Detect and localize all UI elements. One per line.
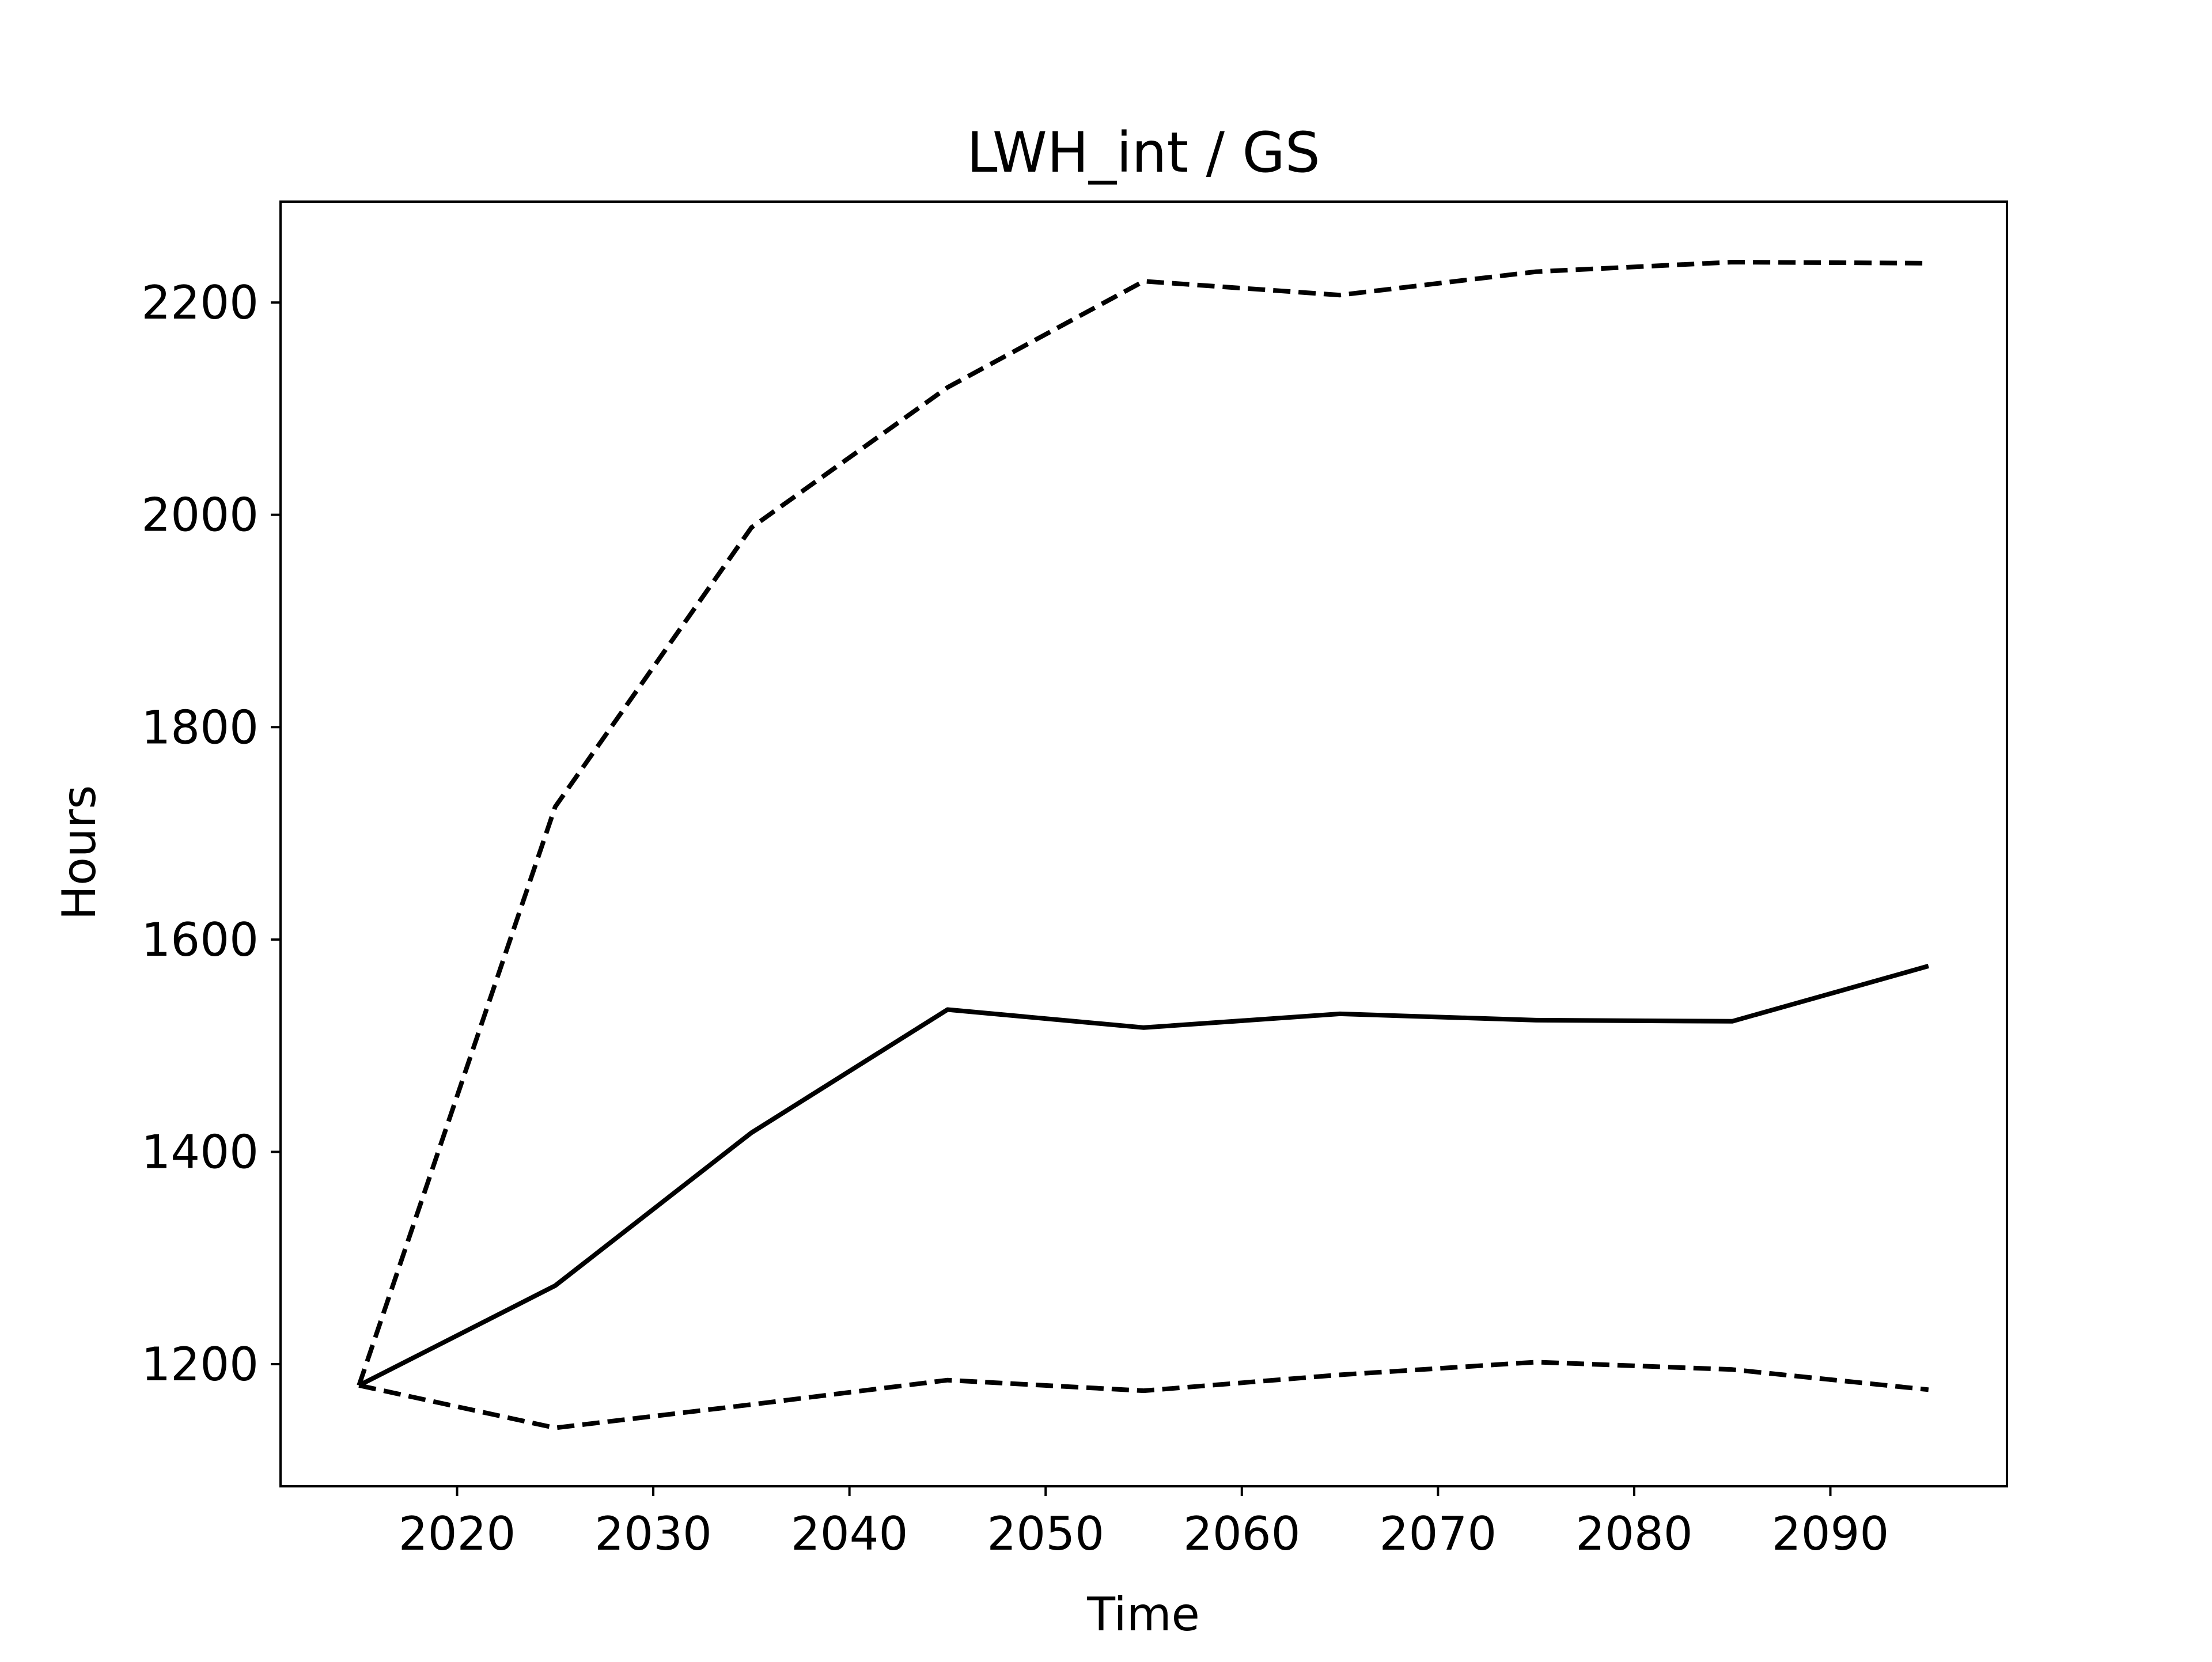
x-axis: 2020 2030 2040 2050 2060 2070 2080 2090	[399, 1486, 1889, 1561]
y-tick-label: 1200	[141, 1338, 259, 1391]
y-axis-label: Hours	[52, 785, 106, 920]
x-tick-label: 2030	[594, 1507, 712, 1561]
x-tick-label: 2060	[1183, 1507, 1301, 1561]
y-tick-label: 1600	[141, 913, 259, 967]
series-line-1	[358, 964, 1929, 1388]
series-line-3	[358, 1360, 1929, 1430]
y-tick-label: 1800	[141, 701, 259, 754]
x-tick-label: 2050	[987, 1507, 1104, 1561]
y-tick-label: 2200	[141, 276, 259, 330]
x-tick-label: 2070	[1380, 1507, 1497, 1561]
plot-frame	[279, 200, 2008, 1487]
x-tick-label: 2080	[1575, 1507, 1693, 1561]
x-tick-label: 2090	[1772, 1507, 1889, 1561]
y-tick-label: 2000	[141, 489, 259, 542]
y-tick-label: 1400	[141, 1125, 259, 1179]
y-axis: 1200 1400 1600 1800 2000 2200	[141, 276, 281, 1391]
chart-title: LWH_int / GS	[967, 120, 1320, 185]
x-axis-label: Time	[1086, 1588, 1200, 1641]
x-tick-label: 2020	[399, 1507, 516, 1561]
x-tick-label: 2040	[791, 1507, 908, 1561]
series-line-2	[357, 260, 1929, 1387]
plot-area	[357, 260, 1929, 1430]
